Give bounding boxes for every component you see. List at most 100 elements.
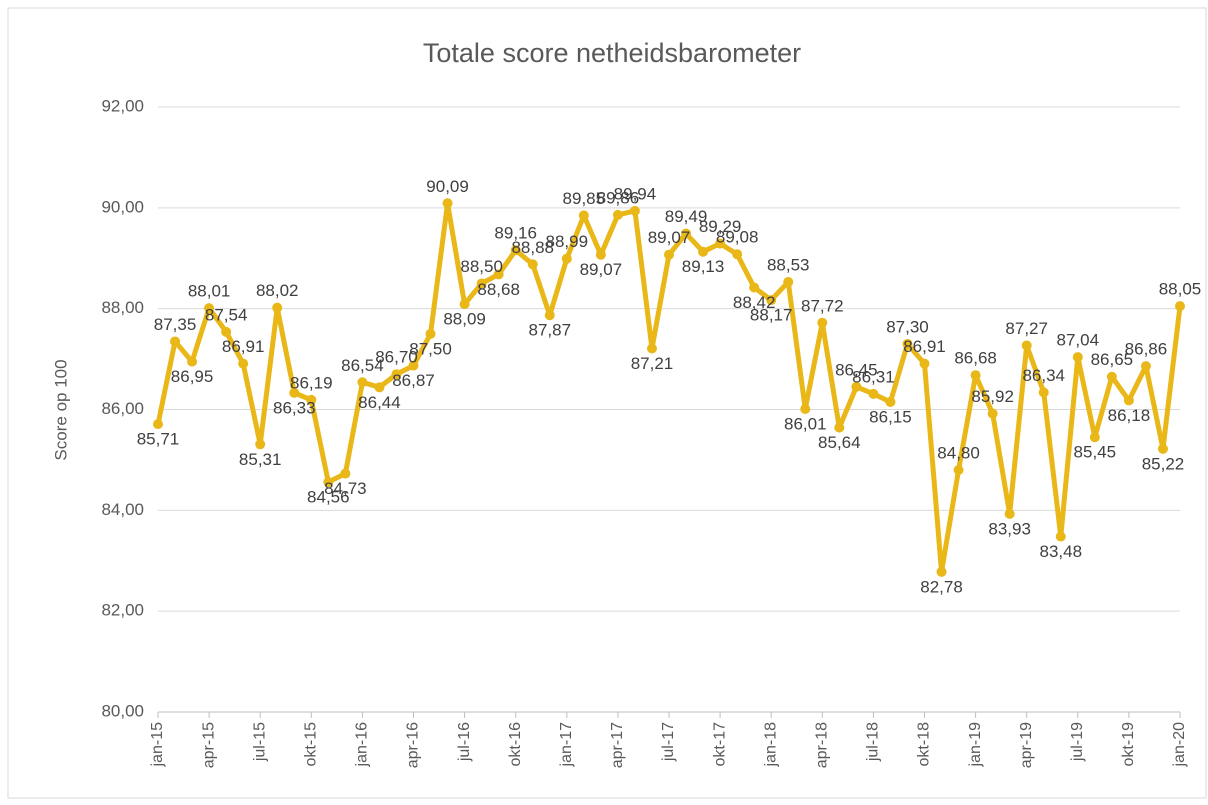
data-label: 85,92 [971, 387, 1014, 406]
marker [425, 328, 436, 339]
data-label: 86,86 [1125, 340, 1168, 359]
x-tick-label: okt-16 [507, 722, 524, 767]
x-tick-label: okt-19 [1120, 722, 1137, 767]
data-label: 86,18 [1108, 406, 1151, 425]
x-tick-label: okt-18 [916, 722, 933, 767]
data-label: 83,93 [988, 519, 1031, 538]
data-label: 89,13 [682, 257, 725, 276]
data-label: 86,91 [903, 337, 946, 356]
marker [868, 388, 879, 399]
data-label: 88,53 [767, 255, 810, 274]
marker [340, 468, 351, 479]
marker [1038, 387, 1049, 398]
x-tick-label: okt-15 [303, 722, 320, 767]
y-tick-label: 86,00 [101, 399, 144, 418]
marker [374, 382, 385, 393]
data-label: 85,64 [818, 433, 861, 452]
data-label: 89,07 [580, 260, 623, 279]
x-tick-label: apr-18 [814, 722, 831, 768]
marker [493, 269, 504, 280]
marker [783, 276, 794, 287]
marker [885, 396, 896, 407]
y-tick-label: 82,00 [101, 601, 144, 620]
marker [578, 210, 589, 221]
marker [238, 358, 249, 369]
marker [1021, 340, 1032, 351]
data-label: 86,54 [341, 356, 384, 375]
data-label: 90,09 [426, 177, 469, 196]
marker [170, 336, 181, 347]
y-tick-label: 80,00 [101, 701, 144, 720]
data-label: 89,29 [699, 217, 742, 236]
x-tick-label: apr-19 [1018, 722, 1035, 768]
data-label: 88,01 [188, 282, 231, 301]
y-tick-label: 88,00 [101, 298, 144, 317]
data-label: 82,78 [920, 577, 963, 596]
marker [391, 369, 402, 380]
data-label: 86,95 [171, 367, 214, 386]
x-tick-label: apr-15 [200, 722, 217, 768]
data-label: 85,31 [239, 450, 282, 469]
marker [936, 566, 947, 577]
data-label: 83,48 [1039, 542, 1082, 561]
marker [732, 249, 743, 260]
data-label: 84,80 [937, 443, 980, 462]
marker [681, 228, 692, 239]
data-label: 87,35 [154, 315, 197, 334]
marker [715, 238, 726, 249]
marker [459, 299, 470, 310]
y-tick-label: 84,00 [101, 500, 144, 519]
marker [527, 259, 538, 270]
marker [1157, 443, 1168, 454]
data-label: 89,16 [494, 224, 537, 243]
marker [1106, 371, 1117, 382]
x-tick-label: jan-19 [967, 722, 984, 768]
marker [953, 465, 964, 475]
x-tick-label: jan-20 [1171, 722, 1188, 768]
data-label: 86,44 [358, 393, 401, 412]
marker [1004, 508, 1015, 519]
y-axis-title: Score op 100 [51, 359, 70, 460]
data-label: 88,42 [733, 293, 776, 312]
data-label: 88,99 [546, 232, 589, 251]
data-label: 89,07 [648, 228, 691, 247]
data-label: 86,91 [222, 337, 265, 356]
marker [255, 439, 266, 450]
data-label: 89,85 [563, 189, 606, 208]
data-label: 87,87 [528, 321, 571, 340]
marker [834, 422, 845, 433]
marker [1123, 395, 1134, 406]
data-label: 87,30 [886, 317, 929, 336]
marker [987, 408, 998, 419]
marker [1175, 301, 1185, 312]
marker [187, 356, 198, 367]
data-label: 85,22 [1142, 454, 1185, 473]
marker [817, 317, 828, 328]
x-tick-label: jan-16 [354, 722, 371, 768]
marker [1055, 531, 1066, 542]
data-label: 88,17 [750, 306, 793, 325]
marker [204, 303, 215, 314]
data-label: 86,68 [954, 349, 997, 368]
data-label: 89,08 [716, 228, 759, 247]
data-label: 86,45 [835, 360, 878, 379]
marker [766, 295, 777, 306]
data-label: 86,34 [1022, 366, 1065, 385]
marker [510, 245, 521, 256]
marker [289, 387, 300, 398]
data-label: 89,49 [665, 207, 708, 226]
data-label: 88,05 [1159, 280, 1202, 299]
marker [664, 249, 674, 260]
marker [612, 209, 623, 220]
x-tick-label: jul-16 [456, 722, 473, 762]
chart-title: Totale score netheidsbarometer [423, 38, 801, 68]
marker [561, 253, 572, 264]
marker [153, 419, 163, 430]
x-tick-label: jul-19 [1069, 722, 1086, 762]
marker [442, 198, 453, 209]
data-label: 88,50 [460, 257, 503, 276]
marker [800, 403, 811, 414]
marker [476, 278, 487, 289]
data-label: 86,33 [273, 398, 316, 417]
